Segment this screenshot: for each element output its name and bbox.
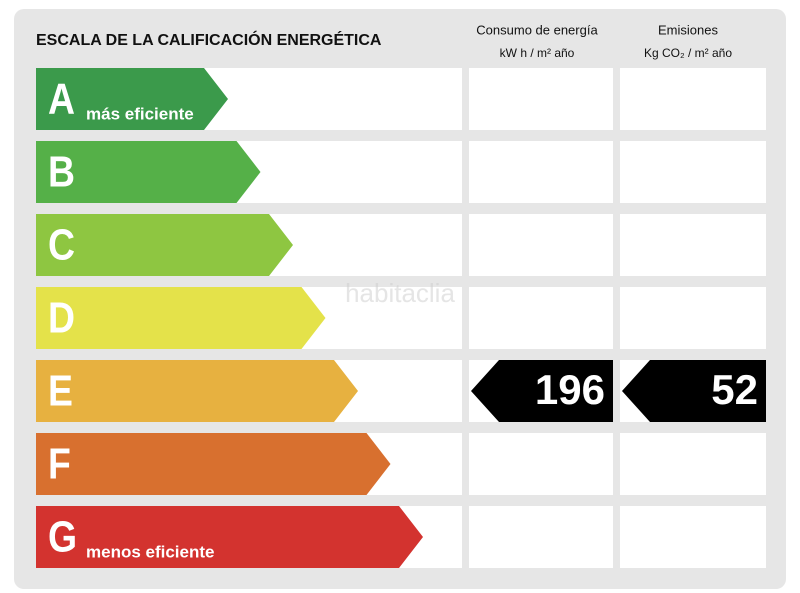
rating-arrow	[36, 506, 423, 568]
column-title: Consumo de energía	[476, 22, 598, 37]
rating-arrow	[36, 360, 358, 422]
rating-arrow	[36, 287, 326, 349]
rating-letter: F	[48, 439, 71, 489]
value-cell	[620, 433, 766, 495]
column-unit: kW h / m² año	[500, 46, 575, 60]
value-arrow	[622, 360, 766, 422]
value-cell	[469, 506, 613, 568]
rating-letter: E	[48, 366, 73, 416]
rating-letter: A	[48, 74, 75, 124]
rating-letter: B	[48, 147, 75, 197]
value-cell	[620, 506, 766, 568]
rating-letter: C	[48, 220, 75, 270]
watermark: habitaclia	[345, 278, 455, 308]
value-cell	[620, 214, 766, 276]
value-text: 52	[711, 366, 758, 413]
column-unit: Kg CO₂ / m² año	[644, 46, 732, 60]
rating-arrow	[36, 214, 293, 276]
value-cell	[469, 433, 613, 495]
value-cell	[469, 214, 613, 276]
rating-note: menos eficiente	[86, 542, 215, 561]
rating-letter: D	[48, 293, 75, 343]
rating-arrow	[36, 141, 261, 203]
rating-note: más eficiente	[86, 104, 194, 123]
rating-arrow	[36, 68, 228, 130]
value-cell	[469, 68, 613, 130]
value-cell	[469, 287, 613, 349]
value-arrow	[471, 360, 613, 422]
value-text: 196	[535, 366, 605, 413]
label-title: ESCALA DE LA CALIFICACIÓN ENERGÉTICA	[36, 30, 382, 49]
value-cell	[620, 68, 766, 130]
value-cell	[620, 287, 766, 349]
rating-letter: G	[48, 512, 77, 562]
value-cell	[620, 141, 766, 203]
column-title: Emisiones	[658, 22, 718, 37]
value-cell	[469, 141, 613, 203]
rating-arrow	[36, 433, 391, 495]
